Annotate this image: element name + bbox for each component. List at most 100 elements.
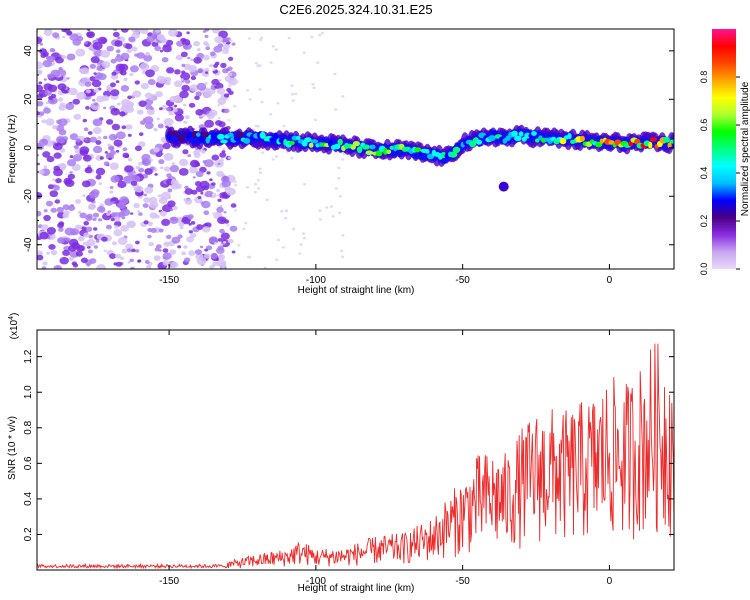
noise-blob [217,216,227,225]
noise-blob [115,253,122,259]
noise-blob [53,165,60,171]
noise-blob [203,253,211,259]
noise-blob [84,138,88,141]
noise-blob [223,211,227,214]
noise-blob [282,124,286,128]
noise-blob [143,54,153,62]
noise-blob [158,159,165,165]
noise-blob [128,221,135,228]
noise-blob [112,241,117,246]
noise-blob [229,39,233,42]
noise-blob [65,237,71,242]
noise-blob [180,51,188,58]
noise-blob [220,157,224,161]
snr-x-tick-label: 0 [607,576,613,587]
noise-blob [195,185,205,193]
noise-blob [193,41,201,47]
ridge-peak [273,132,279,140]
noise-blob [131,31,141,39]
noise-blob [234,183,238,187]
noise-blob [140,82,149,90]
noise-blob [66,77,70,80]
noise-blob [160,166,164,169]
noise-blob [227,72,233,77]
noise-blob [73,113,82,120]
ridge-peak [369,144,376,150]
noise-blob [189,84,199,92]
noise-blob [103,106,107,110]
noise-blob [120,99,131,107]
noise-blob [86,213,93,219]
noise-blob [93,145,103,154]
noise-blob [75,199,81,204]
ridge-peak [304,137,312,143]
spectrogram-x-tick-label: 0 [607,275,613,286]
noise-blob [125,124,133,130]
ridge-peak [662,136,671,143]
noise-blob [276,102,280,105]
noise-blob [178,222,185,227]
noise-blob [216,170,224,177]
noise-blob [187,56,191,60]
noise-blob [115,49,121,53]
noise-blob [210,84,218,90]
noise-blob [223,241,227,244]
noise-blob [57,222,64,229]
noise-blob [102,95,110,102]
noise-blob [49,190,59,198]
ridge-peak [365,150,374,155]
noise-blob [202,54,210,61]
noise-blob [131,46,138,52]
noise-blob [214,37,219,41]
noise-blob [82,154,92,162]
noise-blob [217,238,223,242]
noise-blob [231,250,236,254]
snr-multiplier-label: (x104) [8,313,20,340]
noise-blob [163,241,170,247]
noise-blob [155,91,163,98]
noise-blob [112,31,120,38]
noise-blob [131,175,141,183]
noise-blob [181,39,191,46]
noise-blob [47,55,56,63]
snr-y-tick-label: 0.2 [23,527,34,541]
noise-blob [195,170,204,178]
noise-blob [42,261,48,266]
noise-blob [139,62,150,71]
noise-blob [217,116,221,120]
noise-blob [98,182,103,185]
noise-blob [183,257,191,263]
noise-blob [114,40,123,47]
noise-blob [217,198,222,202]
noise-blob [50,250,58,256]
noise-blob [108,133,117,141]
noise-blob [189,159,200,168]
colorbar-ticks: 0.0 0.2 0.4 0.6 0.8 [699,71,740,275]
colorbar-tick-label: 0.6 [699,119,709,132]
noise-blob [65,102,75,110]
noise-blob [110,175,120,183]
noise-blob [246,186,250,189]
noise-blob [107,210,111,214]
noise-blob [194,95,200,101]
ridge-peak [243,137,251,144]
noise-blob [263,266,267,269]
noise-blob [43,209,48,213]
noise-blob [146,264,152,269]
noise-blob [200,109,203,113]
ridge-peak [444,152,449,159]
noise-blob [233,180,237,183]
noise-blob [318,209,322,212]
noise-blob [340,255,345,258]
noise-blob [261,151,265,154]
noise-blob [55,56,64,64]
noise-blob [161,57,169,63]
noise-blob [92,212,100,218]
noise-blob [162,252,172,260]
noise-blob [231,42,236,46]
snr-marks [37,343,674,570]
noise-blob [206,112,215,120]
noise-blob [37,162,40,166]
noise-blob [62,204,70,211]
noise-blob [110,212,117,217]
